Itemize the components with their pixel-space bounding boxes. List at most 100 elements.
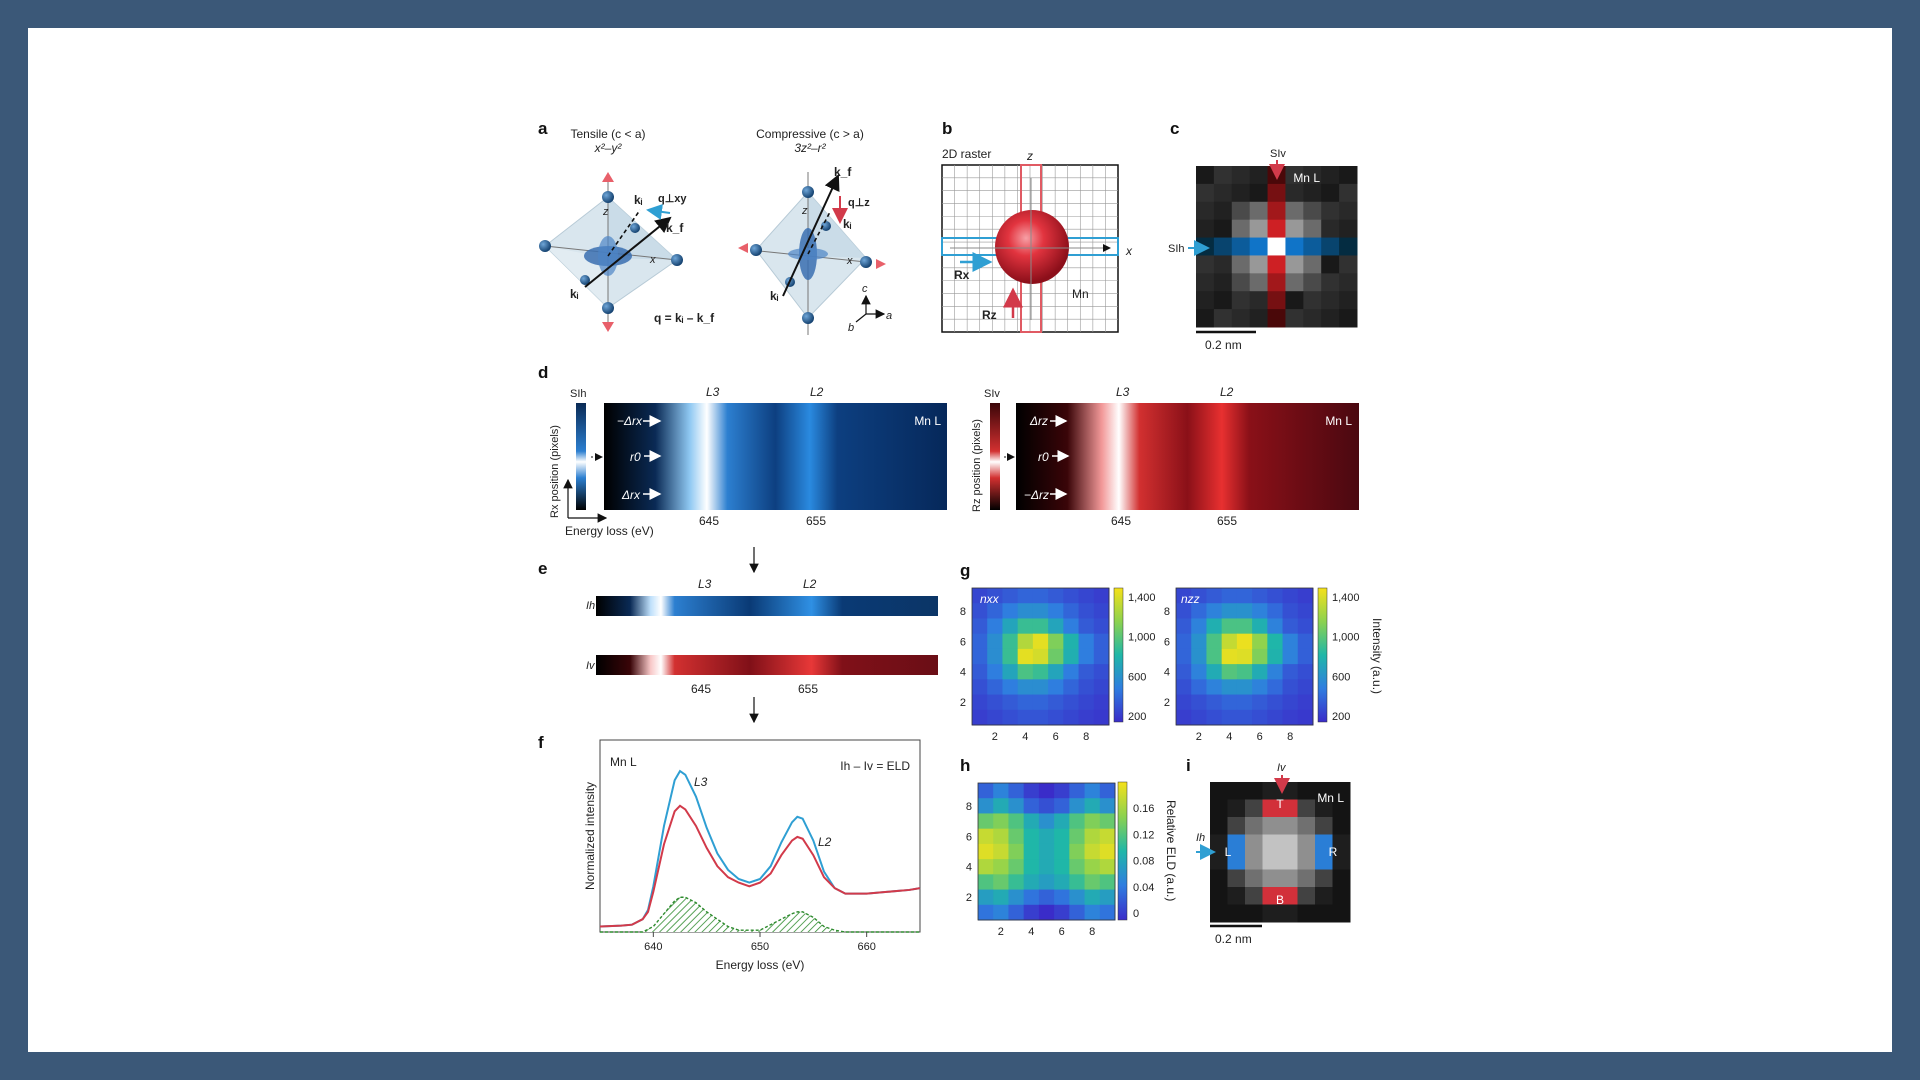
- l-label: L: [1225, 845, 1232, 859]
- heatmap-cell: [1038, 813, 1055, 830]
- heatmap-cell: [1099, 874, 1116, 891]
- heatmap-cell: [1054, 843, 1070, 860]
- heatmap-cell: [1023, 874, 1040, 891]
- tick-645-d-right: 645: [1111, 514, 1131, 528]
- si-pixel: [1303, 183, 1322, 203]
- si-pixel: [1339, 273, 1358, 292]
- heatmap-cell: [1236, 588, 1253, 604]
- l3-label-d-right: L3: [1116, 385, 1130, 399]
- l3-label-f: L3: [694, 775, 708, 789]
- heatmap-cell: [1267, 694, 1284, 711]
- cbar-label-g: Intensity (a.u.): [1370, 618, 1384, 694]
- heatmap-cell: [1023, 783, 1040, 799]
- heatmap-cell: [1099, 904, 1116, 921]
- si-pixel: [1213, 255, 1233, 274]
- eld-pixel: [1227, 869, 1246, 888]
- heatmap-cell: [1069, 783, 1086, 799]
- eld-pixel: [1332, 852, 1351, 870]
- eld-pixel: [1332, 887, 1351, 905]
- heatmap-cell: [1032, 664, 1049, 680]
- tensile-octahedron: z x kᵢ k_f kᵢ q⊥xy q = kᵢ – k_f: [539, 172, 715, 332]
- panel-g: g 2 2 4 4 6 6 8 8 2 2 4 4 6 6 8 8 nxx nzz 1,400 1,000 60…: [960, 561, 1384, 743]
- eld-pixel: [1280, 904, 1298, 923]
- l2-label-d-left: L2: [810, 385, 824, 399]
- heatmap-cell: [1282, 618, 1299, 635]
- heatmap-cell: [1078, 694, 1095, 711]
- si-pixel: [1249, 219, 1269, 239]
- eld-pixel: [1315, 817, 1333, 835]
- heatmap-cell: [1206, 709, 1223, 726]
- eld-pixel: [1227, 852, 1246, 870]
- heatmap-cell: [1054, 859, 1070, 875]
- heatmap-cell: [1191, 709, 1207, 726]
- si-pixel: [1303, 166, 1322, 185]
- ylabel-f: Normalized intensity: [583, 782, 597, 890]
- si-pixel: [1267, 201, 1286, 221]
- heatmap-cell: [1017, 618, 1034, 635]
- si-pixel: [1285, 166, 1304, 185]
- panel-label-f: f: [538, 733, 544, 752]
- si-pixel: [1249, 237, 1269, 256]
- heatmap-cell: [978, 828, 994, 845]
- eld-pixel: [1332, 782, 1351, 800]
- l3-label-e: L3: [698, 577, 712, 591]
- si-pixel: [1249, 273, 1269, 292]
- heatmap-cell: [978, 783, 994, 799]
- heatmap-cell: [1221, 694, 1238, 711]
- si-pixel: [1339, 255, 1358, 274]
- eld-pixel: [1262, 887, 1281, 905]
- heatmap-eld: 2 2 4 4 6 6 8 8: [966, 782, 1116, 938]
- heatmap-cell: [1297, 648, 1314, 665]
- y-tick-label: 4: [960, 667, 966, 679]
- heatmap-cell: [1078, 679, 1095, 696]
- q-perp-z-label: q⊥z: [848, 197, 870, 209]
- colorbar-tick-label: 0.16: [1133, 803, 1154, 815]
- heatmap-cell: [1084, 813, 1101, 830]
- ylabel-right-d: Rz position (pixels): [971, 419, 983, 512]
- heatmap-cell: [1054, 783, 1070, 799]
- si-pixel: [1196, 255, 1215, 274]
- si-pixel: [1321, 273, 1340, 292]
- heatmap-cell: [1017, 588, 1034, 604]
- x-tick-label: 8: [1287, 731, 1293, 743]
- heatmap-cell: [1023, 889, 1040, 906]
- heatmap-cell: [1078, 664, 1095, 680]
- drz-label: Δrz: [1029, 414, 1048, 428]
- heatmap-cell: [1282, 633, 1299, 650]
- eld-pixel: [1227, 799, 1246, 818]
- y-tick-label: 6: [1164, 636, 1170, 648]
- ih-label-i: Ih: [1196, 832, 1205, 844]
- heatmap-cell: [1176, 633, 1192, 650]
- colorbar-tick-label: 1,400: [1332, 592, 1360, 604]
- y-tick-label: 8: [960, 606, 966, 618]
- r-label: R: [1329, 845, 1338, 859]
- heatmap-cell: [1252, 603, 1268, 619]
- heatmap-cell: [1069, 843, 1086, 860]
- colorbar-tick-label: 600: [1128, 671, 1146, 683]
- heatmap-cell: [1008, 874, 1025, 891]
- si-pixel: [1303, 201, 1322, 221]
- heatmap-cell: [1008, 843, 1025, 860]
- eld-pixel: [1297, 869, 1316, 888]
- heatmap-cell: [1017, 648, 1034, 665]
- si-pixel: [1196, 183, 1215, 203]
- mn-atom-sphere: [995, 210, 1069, 284]
- heatmap-cell: [1297, 588, 1314, 604]
- si-pixel: [1339, 309, 1358, 328]
- heatmap-cell: [1191, 648, 1207, 665]
- panel-label-i: i: [1186, 756, 1191, 775]
- panel-h: h 2 2 4 4 6 6 8 8 0.16 0.12 0.08 0.04 0 Relative EL…: [960, 756, 1178, 938]
- heatmap-cell: [1048, 618, 1064, 635]
- heatmap-cell: [1063, 588, 1080, 604]
- scale-label-i: 0.2 nm: [1215, 932, 1252, 946]
- z-axis-label: z: [1026, 149, 1033, 163]
- eld-pixel: [1297, 904, 1316, 923]
- si-map-c: [1196, 166, 1358, 328]
- heatmap-cell: [1008, 904, 1025, 921]
- heatmap-cell: [1252, 694, 1268, 711]
- heatmap-cell: [1206, 664, 1223, 680]
- eld-pixel: [1297, 834, 1316, 853]
- heatmap-cell: [1032, 603, 1049, 619]
- heatmap-cell: [1176, 603, 1192, 619]
- ki-label-compressive: kᵢ: [843, 217, 852, 231]
